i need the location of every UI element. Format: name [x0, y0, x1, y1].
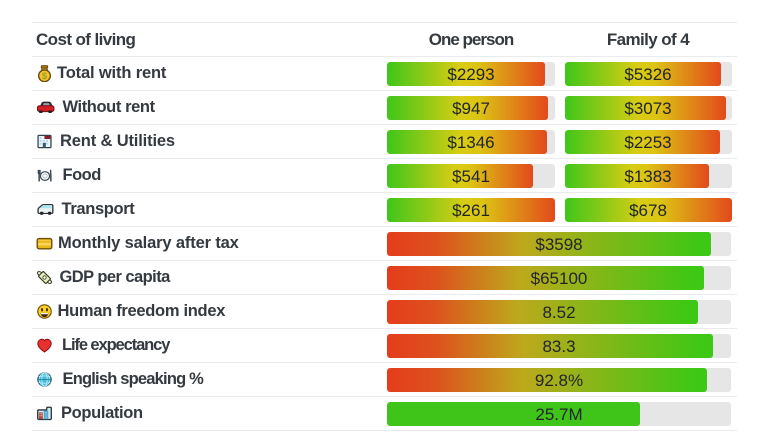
svg-text:$: $ — [42, 71, 48, 81]
